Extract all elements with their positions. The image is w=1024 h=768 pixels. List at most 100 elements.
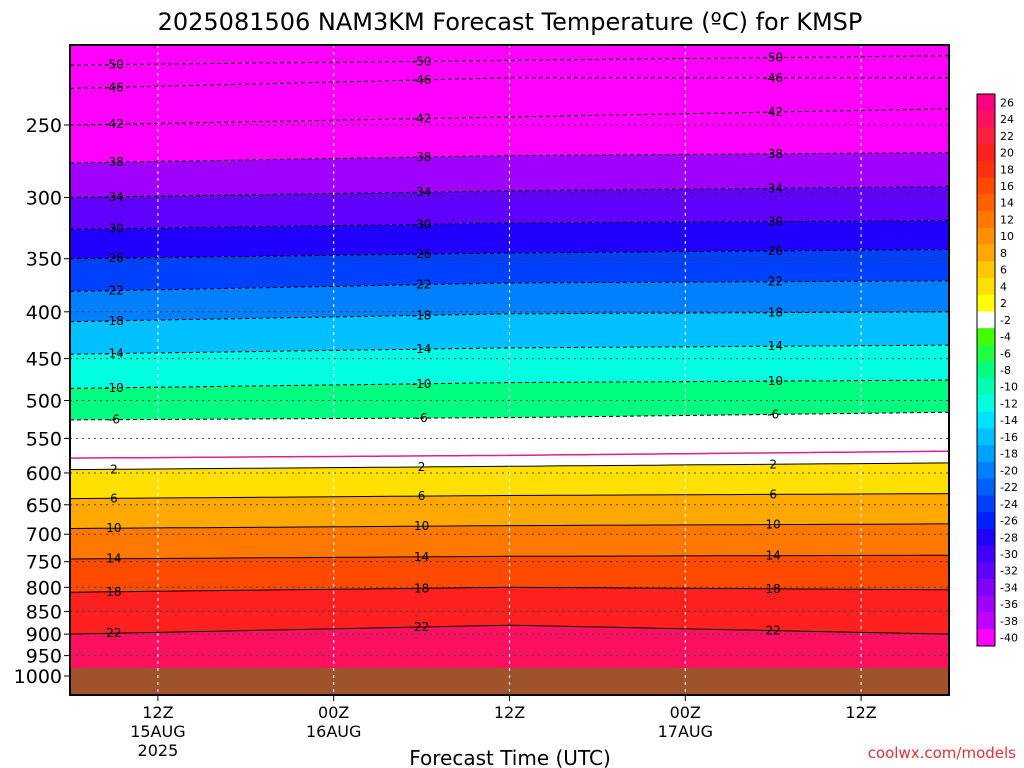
colorbar-swatch xyxy=(977,495,995,513)
colorbar-label: 26 xyxy=(1000,96,1014,109)
colorbar-label: -8 xyxy=(1000,364,1011,377)
isotherm-label: 6 xyxy=(110,491,118,505)
colorbar-swatch xyxy=(977,462,995,480)
x-tick-label: 2025 xyxy=(138,741,179,760)
temperature-band xyxy=(70,345,949,389)
temperature-band xyxy=(70,280,949,322)
colorbar-swatch xyxy=(977,94,995,112)
colorbar-swatch xyxy=(977,194,995,212)
colorbar-swatch xyxy=(977,411,995,429)
y-tick-label: 350 xyxy=(26,249,62,271)
colorbar-label: 12 xyxy=(1000,213,1014,226)
isotherm-label: -26 xyxy=(412,247,432,261)
colorbar-swatch xyxy=(977,227,995,245)
isotherm-line xyxy=(70,586,949,593)
colorbar-label: -4 xyxy=(1000,331,1011,344)
isotherm-label: 10 xyxy=(766,518,781,532)
isotherm-line xyxy=(70,554,949,560)
isotherm-label: -34 xyxy=(763,181,783,195)
temperature-band xyxy=(70,108,949,163)
x-tick-label: 00Z xyxy=(318,703,349,722)
x-tick-label: 00Z xyxy=(670,703,701,722)
y-tick-label: 750 xyxy=(26,552,62,574)
colorbar-swatch xyxy=(977,110,995,128)
colorbar-label: 2 xyxy=(1000,297,1007,310)
colorbar-swatch xyxy=(977,211,995,229)
colorbar-swatch xyxy=(977,562,995,580)
colorbar-label: -26 xyxy=(1000,515,1018,528)
y-tick-label: 650 xyxy=(26,495,62,517)
isotherm-label: -18 xyxy=(104,314,124,328)
colorbar-swatch xyxy=(977,328,995,346)
isotherm-label: -26 xyxy=(763,244,783,258)
colorbar-label: -2 xyxy=(1000,314,1011,327)
isotherm-label: -38 xyxy=(763,147,783,161)
isotherm-label: 2 xyxy=(418,460,426,474)
freezing-line xyxy=(70,450,949,459)
isotherm-label: -42 xyxy=(412,112,432,126)
isotherm-label: -30 xyxy=(104,222,124,236)
y-tick-label: 1000 xyxy=(14,666,62,688)
isotherm-line xyxy=(70,462,949,471)
y-tick-label: 450 xyxy=(26,349,62,371)
colorbar-label: -12 xyxy=(1000,397,1018,410)
isotherm-label: 18 xyxy=(414,581,429,595)
isotherm-label: -42 xyxy=(104,117,124,131)
isotherm-label: -30 xyxy=(412,217,432,231)
isotherm-label: -38 xyxy=(412,150,432,164)
colorbar-label: -10 xyxy=(1000,381,1018,394)
colorbar-swatch xyxy=(977,579,995,597)
isotherm-label: -50 xyxy=(104,58,124,72)
isotherm-label: 18 xyxy=(106,585,121,599)
isotherm-label: -50 xyxy=(763,51,783,65)
isotherm-line xyxy=(70,493,949,500)
colorbar-label: -18 xyxy=(1000,448,1018,461)
colorbar-frame xyxy=(976,93,996,647)
colorbar-swatch xyxy=(977,428,995,446)
colorbar-label: 20 xyxy=(1000,147,1014,160)
temperature-band xyxy=(70,493,949,529)
isotherm-label: -10 xyxy=(104,381,124,395)
isotherm-label: 22 xyxy=(106,626,121,640)
isotherm-label: -26 xyxy=(104,251,124,265)
isotherm-line xyxy=(70,624,949,635)
isotherm-label: -46 xyxy=(763,71,783,85)
isotherm-line xyxy=(70,523,949,529)
isotherm-label: 10 xyxy=(106,521,121,535)
isotherm-label: 14 xyxy=(766,549,781,563)
colorbar-swatch xyxy=(977,244,995,262)
y-tick-label: 400 xyxy=(26,302,62,324)
colorbar-swatch xyxy=(977,311,995,329)
credit-label: coolwx.com/models xyxy=(868,744,1016,762)
colorbar-swatch xyxy=(977,612,995,630)
colorbar-swatch xyxy=(977,629,995,647)
y-tick-label: 250 xyxy=(26,115,62,137)
isotherm-label: -18 xyxy=(763,306,783,320)
temperature-band xyxy=(70,55,949,89)
temperature-band xyxy=(70,555,949,593)
isotherm-label: -22 xyxy=(104,284,124,298)
colorbar-label: -6 xyxy=(1000,347,1011,360)
y-tick-label: 550 xyxy=(26,428,62,450)
x-tick-label: 16AUG xyxy=(306,722,361,741)
colorbar-swatch xyxy=(977,160,995,178)
colorbar-swatch xyxy=(977,361,995,379)
y-tick-label: 300 xyxy=(26,187,62,209)
isotherm-label: -42 xyxy=(763,105,783,119)
isotherm-label: -34 xyxy=(412,185,432,199)
isotherm-label: -10 xyxy=(763,374,783,388)
isotherm-label: -14 xyxy=(104,347,124,361)
temperature-band xyxy=(70,220,949,259)
colorbar-label: -28 xyxy=(1000,531,1018,544)
colorbar-swatch xyxy=(977,278,995,296)
colorbar-swatch xyxy=(977,512,995,530)
colorbar-swatch xyxy=(977,528,995,546)
colorbar-label: 24 xyxy=(1000,113,1014,126)
colorbar-swatch xyxy=(977,545,995,563)
isotherm-label: -22 xyxy=(412,278,432,292)
isotherm-label: -46 xyxy=(104,80,124,94)
colorbar-label: 4 xyxy=(1000,280,1007,293)
isotherm-label: 10 xyxy=(414,519,429,533)
isotherm-label: 22 xyxy=(414,620,429,634)
